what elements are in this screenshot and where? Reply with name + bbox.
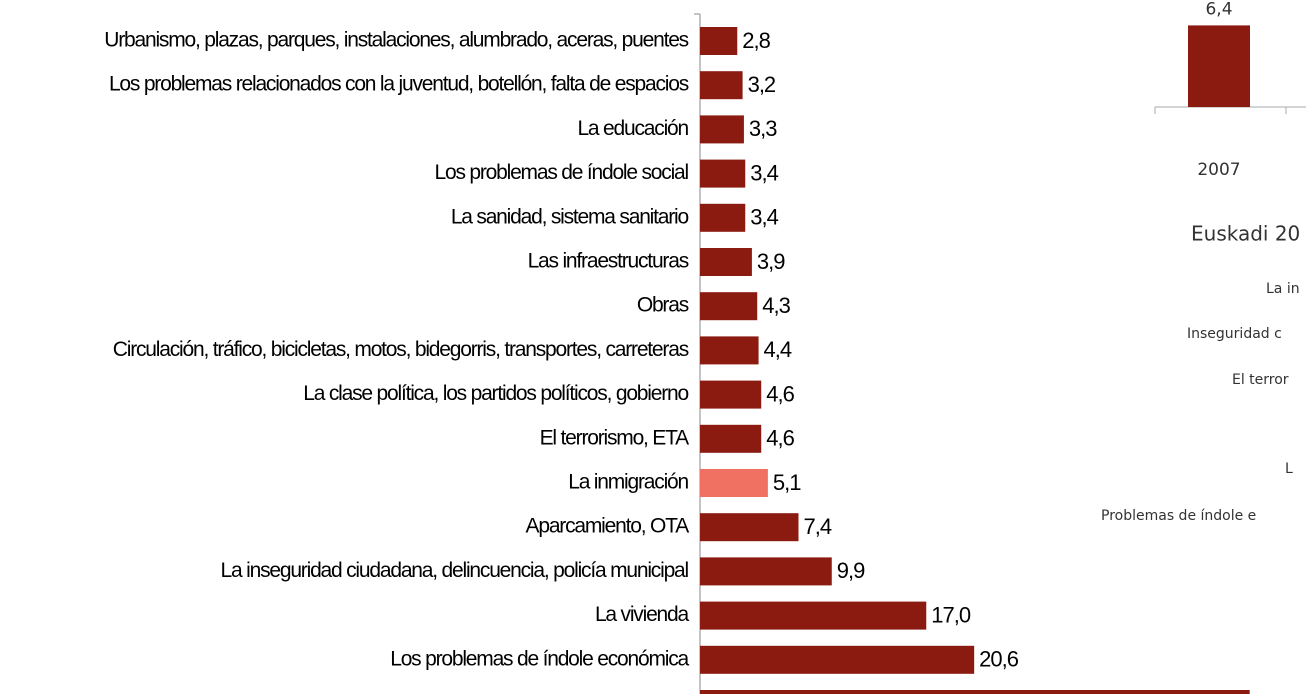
chart-title: Euskadi 20: [1191, 222, 1300, 246]
bar: [700, 27, 738, 55]
category-label: Circulación, tráfico, bicicletas, motos,…: [113, 338, 689, 361]
category-label: Los problemas de índole económica: [390, 647, 689, 670]
category-label: La in: [1266, 281, 1300, 297]
value-label: 3,2: [748, 72, 776, 97]
value-label: 9,9: [837, 558, 865, 583]
category-label: El terror: [1232, 372, 1289, 388]
bar: [700, 601, 927, 630]
value-label: 17,0: [931, 602, 971, 627]
value-label: 3,3: [749, 116, 777, 141]
bar: [700, 292, 758, 321]
x-tick-label: 2007: [1197, 160, 1240, 180]
value-label: 41,3: [1255, 691, 1295, 694]
category-label: L: [1285, 461, 1293, 477]
bar: [700, 159, 746, 188]
category-label: Las infraestructuras: [528, 250, 689, 273]
value-label: 2,8: [742, 28, 770, 53]
bar: [700, 469, 768, 497]
value-label: 4,3: [762, 293, 790, 318]
category-label: Problemas de índole e: [1101, 508, 1256, 524]
category-label: Urbanismo, plazas, parques, instalacione…: [104, 29, 688, 52]
bar: [700, 424, 762, 453]
category-label: El paro: [630, 692, 689, 694]
value-label: 5,1: [773, 470, 801, 495]
value-label: 3,4: [750, 205, 778, 230]
value-label: 4,6: [766, 381, 794, 406]
category-label: La clase política, los partidos político…: [303, 382, 688, 405]
category-label: La sanidad, sistema sanitario: [451, 205, 689, 228]
bar: [1188, 25, 1250, 107]
value-label: 4,4: [764, 337, 792, 362]
bar: [700, 380, 762, 409]
category-label: La inseguridad ciudadana, delincuencia, …: [221, 559, 689, 582]
category-label: La inmigración: [568, 471, 688, 494]
bar: [700, 203, 746, 232]
value-label: 6,4: [1205, 0, 1232, 19]
bar: [700, 557, 832, 586]
bar: [700, 248, 752, 276]
bar: [700, 336, 759, 365]
category-label: Inseguridad c: [1187, 326, 1282, 342]
category-label: Los problemas relacionados con la juvent…: [109, 73, 689, 96]
bar: [700, 115, 744, 144]
category-label: El terrorismo, ETA: [540, 426, 690, 449]
bar: [700, 645, 975, 674]
category-label: La vivienda: [595, 603, 690, 626]
bar: [700, 690, 1250, 694]
value-label: 3,9: [757, 249, 785, 274]
category-label: La educación: [577, 117, 688, 140]
bar: [700, 513, 799, 542]
value-label: 20,6: [979, 647, 1019, 672]
value-label: 7,4: [803, 514, 831, 539]
category-label: Los problemas de índole social: [434, 161, 688, 184]
bar: [700, 71, 743, 100]
value-label: 3,4: [750, 160, 778, 185]
category-label: Obras: [637, 294, 689, 317]
value-label: 4,6: [766, 426, 794, 451]
category-label: Aparcamiento, OTA: [526, 515, 690, 538]
